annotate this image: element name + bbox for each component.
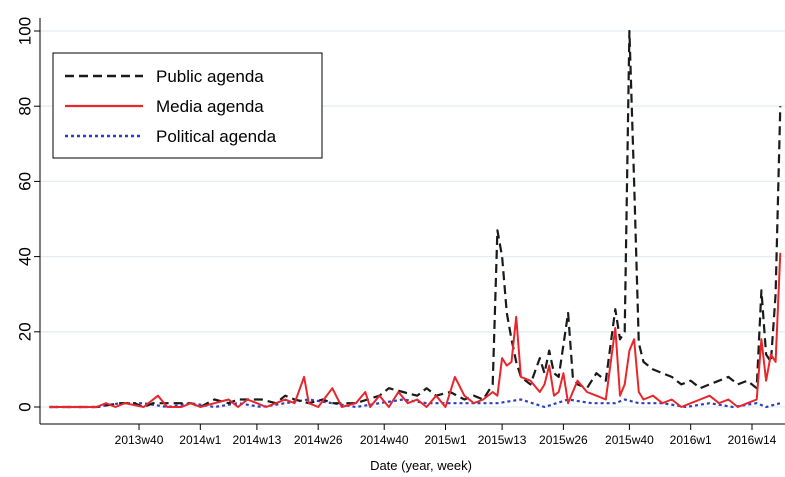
x-tick-label: 2014w1 — [179, 433, 221, 447]
y-tick-label: 80 — [15, 97, 34, 116]
series-line-public-agenda — [49, 29, 782, 409]
y-tick-label: 0 — [15, 402, 34, 411]
y-tick-label: 100 — [15, 17, 34, 45]
x-tick-label: 2015w1 — [424, 433, 466, 447]
y-tick-label: 60 — [15, 172, 34, 191]
x-tick-label: 2014w13 — [233, 433, 282, 447]
x-tick-label: 2016w1 — [670, 433, 712, 447]
legend-label: Media agenda — [156, 97, 264, 116]
x-tick-label: 2013w40 — [115, 433, 164, 447]
series-lines — [49, 29, 782, 409]
y-tick-label: 20 — [15, 322, 34, 341]
x-axis-title: Date (year, week) — [370, 458, 472, 473]
legend: Public agenda Media agenda Political agend… — [52, 52, 323, 159]
x-tick-label: 2015w40 — [605, 433, 654, 447]
x-tick-label: 2014w26 — [294, 433, 343, 447]
x-tick-label: 2015w26 — [539, 433, 588, 447]
y-tick-label: 40 — [15, 247, 34, 266]
axes: 0 20 40 60 80 100 2013w40 2014w1 2014w13 2014w26 2… — [15, 17, 785, 447]
series-line-media-agenda — [49, 252, 782, 408]
x-tick-label: 2016w14 — [728, 433, 777, 447]
x-tick-label: 2015w13 — [478, 433, 527, 447]
legend-label: Political agenda — [156, 127, 277, 146]
legend-label: Public agenda — [156, 67, 264, 86]
x-tick-label: 2014w40 — [360, 433, 409, 447]
